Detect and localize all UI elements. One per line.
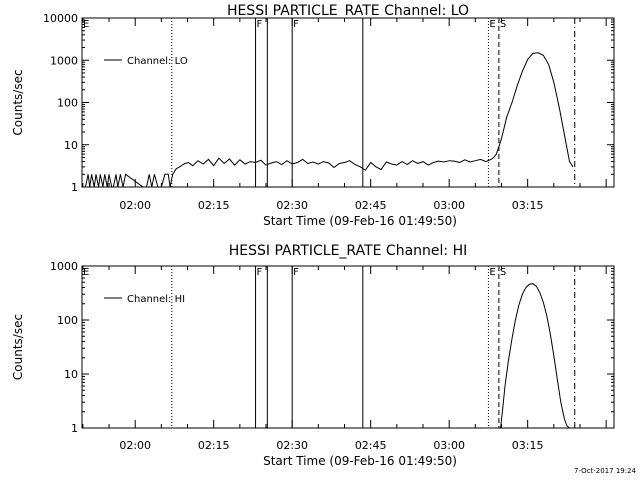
x-axis-label: Start Time (09-Feb-16 01:49:50) bbox=[263, 214, 457, 228]
series-line bbox=[85, 52, 574, 188]
y-tick-label: 10000 bbox=[43, 12, 78, 25]
event-marker-label: F bbox=[257, 19, 263, 30]
event-marker-label: S bbox=[500, 267, 506, 278]
event-marker-label: E bbox=[489, 19, 495, 30]
y-tick-label: 100 bbox=[57, 314, 78, 327]
event-marker-label: F bbox=[293, 19, 299, 30]
y-tick-label: 100 bbox=[57, 97, 78, 110]
chart-title: HESSI PARTICLE_RATE Channel: HI bbox=[229, 243, 467, 259]
x-tick-label: 02:15 bbox=[198, 439, 230, 452]
x-tick-label: 03:15 bbox=[512, 439, 544, 452]
y-tick-label: 1000 bbox=[50, 260, 78, 273]
x-tick-label: 02:00 bbox=[119, 199, 151, 212]
y-axis-label: Counts/sec bbox=[11, 314, 25, 380]
event-marker-label: E bbox=[489, 267, 495, 278]
x-tick-label: 02:15 bbox=[198, 199, 230, 212]
y-tick-label: 10 bbox=[64, 139, 78, 152]
series-line bbox=[500, 283, 570, 429]
legend-entry: Channel: HI bbox=[127, 294, 185, 305]
hi-channel-panel: HESSI PARTICLE_RATE Channel: HI 1 10 100 100… bbox=[11, 243, 615, 468]
x-tick-label: 02:00 bbox=[119, 439, 151, 452]
event-marker-label: E bbox=[83, 19, 89, 30]
x-tick-label: 02:45 bbox=[355, 439, 387, 452]
y-tick-label: 1 bbox=[71, 181, 78, 194]
event-marker-label: F bbox=[293, 267, 299, 278]
plot-timestamp: 7-Oct-2017 19:24 bbox=[574, 467, 637, 475]
event-marker-label: E bbox=[83, 267, 89, 278]
legend-entry: Channel: LO bbox=[127, 56, 188, 67]
x-tick-label: 03:00 bbox=[433, 199, 465, 212]
event-marker-label: F bbox=[257, 267, 263, 278]
x-tick-label: 02:30 bbox=[276, 439, 308, 452]
y-tick-label: 1 bbox=[71, 422, 78, 435]
x-tick-label: 03:15 bbox=[512, 199, 544, 212]
x-axis-label: Start Time (09-Feb-16 01:49:50) bbox=[263, 454, 457, 468]
x-tick-label: 02:45 bbox=[355, 199, 387, 212]
y-tick-label: 1000 bbox=[50, 54, 78, 67]
y-tick-label: 10 bbox=[64, 368, 78, 381]
x-tick-label: 03:00 bbox=[433, 439, 465, 452]
y-axis-label: Counts/sec bbox=[11, 69, 25, 135]
event-marker-label: S bbox=[500, 19, 506, 30]
chart-title: HESSI PARTICLE_RATE Channel: LO bbox=[227, 3, 469, 19]
plot-frame bbox=[81, 265, 615, 429]
lo-channel-panel: HESSI PARTICLE_RATE Channel: LO 1 10 100 100… bbox=[11, 3, 615, 228]
x-tick-label: 02:30 bbox=[276, 199, 308, 212]
